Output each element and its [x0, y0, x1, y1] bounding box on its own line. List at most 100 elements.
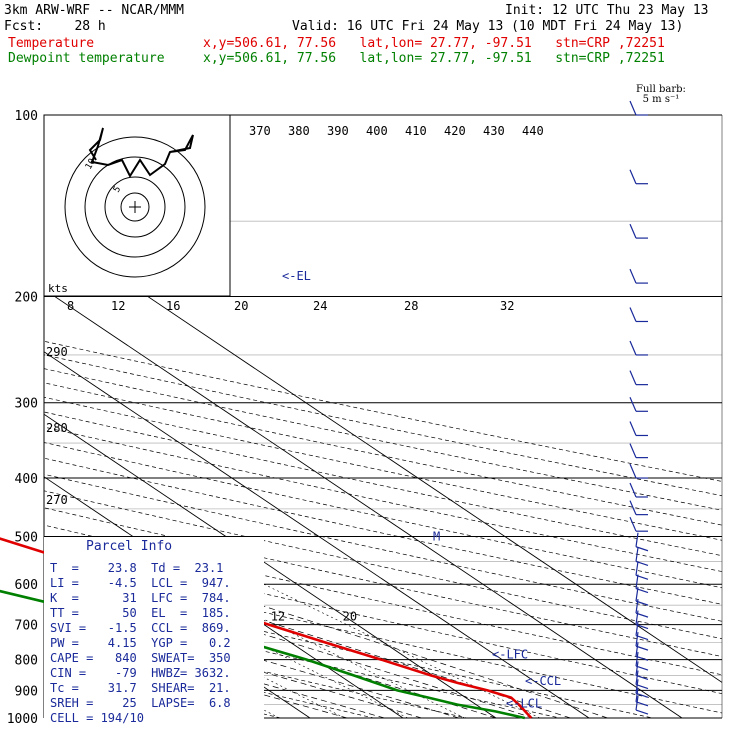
wind-barb-flag	[635, 692, 649, 698]
parcel-level-annotation: <-EL	[282, 269, 311, 283]
mixing-ratio-label: 20	[343, 610, 357, 624]
wind-barb	[635, 661, 639, 676]
hodograph-ring	[84, 156, 186, 258]
dewpoint-curve	[0, 589, 526, 720]
hodograph-speed-label: 24	[313, 299, 327, 313]
pressure-tick-label: 300	[15, 397, 38, 412]
wind-barb	[629, 500, 637, 515]
wind-barb	[629, 307, 637, 322]
hodograph-ring	[120, 192, 150, 222]
wind-barb	[635, 532, 639, 547]
pressure-tick-label: 100	[15, 109, 38, 124]
hodograph-units: kts	[48, 282, 68, 295]
barb-legend-line1: Full barb:	[636, 84, 686, 95]
hodograph-speed-label: 8	[67, 299, 74, 313]
wind-barb	[635, 679, 639, 694]
valid-time: Valid: 16 UTC Fri 24 May 13 (10 MDT Fri …	[292, 19, 684, 34]
wind-barb	[629, 268, 637, 284]
wind-barb	[629, 223, 637, 239]
wind-barb	[635, 670, 639, 685]
pressure-tick-label: 200	[15, 291, 38, 306]
dew-legend-label: Dewpoint temperature	[8, 51, 165, 66]
dry-adiabat	[44, 598, 562, 718]
temperature-curve	[0, 537, 533, 719]
forecast-hour: Fcst: 28 h	[4, 19, 106, 34]
wind-barb	[629, 100, 637, 116]
pressure-tick-label: 800	[15, 654, 38, 669]
pressure-tick-label: 700	[15, 619, 38, 634]
wind-barb	[635, 695, 639, 711]
hodograph-frame	[43, 114, 231, 297]
dry-adiabat	[44, 354, 722, 497]
init-time: Init: 12 UTC Thu 23 May 13	[505, 3, 709, 18]
wind-barb	[629, 482, 637, 498]
parcel-info-row: PW = 4.15 YGP = 0.2	[50, 636, 231, 650]
parcel-info-row: T = 23.8 Td = 23.1	[50, 561, 224, 575]
wind-barb	[629, 340, 637, 356]
parcel-info-row: Tc = 31.7 SHEAR= 21.	[50, 681, 231, 695]
dew-legend-info: x,y=506.61, 77.56 lat,lon= 27.77, -97.51…	[203, 51, 665, 66]
parcel-info-box	[44, 537, 264, 727]
wind-barb-flag	[635, 701, 649, 707]
hodograph-ring	[64, 136, 206, 278]
wind-barb	[635, 561, 639, 576]
dry-adiabat	[44, 507, 722, 657]
theta-label: 430	[483, 124, 505, 138]
parcel-level-annotation: <-LCL	[506, 697, 542, 711]
hodograph-speed-label: 20	[234, 299, 248, 313]
barb-legend-line2: 5 m s⁻¹	[642, 94, 680, 105]
isotherm-line	[44, 226, 722, 683]
moist-adiabat	[44, 569, 534, 718]
wind-barb-flag	[635, 655, 649, 661]
pressure-tick-label: 500	[15, 530, 38, 545]
isotherm-line	[44, 413, 497, 718]
wind-barb	[635, 587, 639, 602]
parcel-info-row: SREH = 25 LAPSE= 6.8	[50, 696, 231, 710]
hodograph-trace	[88, 127, 194, 179]
theta-label: 370	[249, 124, 271, 138]
parcel-level-annotation: M	[433, 529, 440, 543]
wind-barb	[629, 516, 637, 532]
parcel-info-row: SVI = -1.5 CCL = 869.	[50, 621, 231, 635]
theta-label: 420	[444, 124, 466, 138]
hodograph-speed-label: 12	[111, 299, 125, 313]
hodograph-ring	[104, 176, 166, 238]
hodograph-speed-label: 32	[500, 299, 514, 313]
parcel-info-title: Parcel Info	[86, 539, 173, 554]
theta-label: 400	[366, 124, 388, 138]
parcel-level-annotation: <-CCL	[525, 674, 561, 688]
moist-adiabat	[44, 553, 571, 718]
wind-barb-flag	[635, 683, 649, 690]
hodograph-ring-label: 10	[84, 157, 98, 171]
theta-label: 380	[288, 124, 310, 138]
wind-barb	[635, 632, 639, 647]
pressure-tick-label: 600	[15, 578, 38, 593]
temp-legend-info: x,y=506.61, 77.56 lat,lon= 27.77, -97.51…	[203, 36, 665, 51]
wind-barb	[635, 547, 639, 562]
parcel-info-row: LI = -4.5 LCL = 947.	[50, 576, 231, 590]
wind-barb	[629, 421, 637, 436]
isotherm-line	[44, 351, 590, 718]
pressure-tick-label: 900	[15, 684, 38, 699]
wind-barb-flag	[635, 709, 649, 715]
wind-barb-flag	[635, 546, 649, 552]
hodograph-speed-label: 16	[166, 299, 180, 313]
hodograph-ring-label: 5	[112, 185, 123, 195]
wind-barb	[629, 370, 637, 385]
wind-barb-flag	[635, 645, 649, 651]
mixing-ratio-label: 12	[271, 610, 285, 624]
hodograph-speed-label: 28	[404, 299, 418, 313]
parcel-info-row: CELL = 194/10	[50, 711, 144, 725]
isotherm-line	[44, 288, 683, 718]
dry-adiabat	[44, 490, 722, 640]
moist-adiabat	[44, 611, 422, 718]
theta-label: 390	[327, 124, 349, 138]
parcel-info-row: K = 31 LFC = 784.	[50, 591, 231, 605]
wind-barb	[629, 169, 637, 184]
parcel-info-row: CAPE = 840 SWEAT= 350	[50, 651, 231, 665]
parcel-info-row: CIN = -79 HWBZ= 3632.	[50, 666, 231, 680]
wind-barb	[635, 621, 639, 636]
barb-legend: Full barb: 5 m s⁻¹	[636, 85, 686, 105]
wind-barb	[635, 574, 639, 589]
parcel-info-row: TT = 50 EL = 185.	[50, 606, 231, 620]
